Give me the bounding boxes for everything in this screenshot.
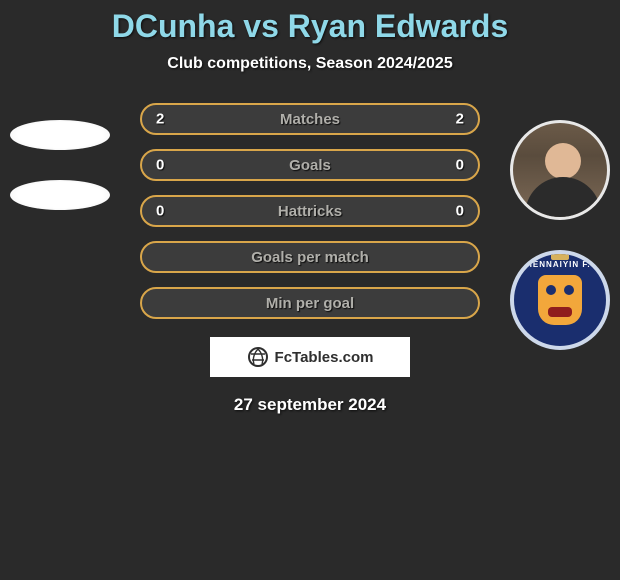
comparison-card: DCunha vs Ryan Edwards Club competitions… [0, 0, 620, 580]
snapshot-date: 27 september 2024 [0, 395, 620, 415]
stat-right-value: 2 [456, 111, 464, 128]
stat-pill: 0 Goals 0 [140, 149, 480, 181]
stat-left-value: 2 [156, 111, 164, 128]
left-photo-placeholder [10, 120, 110, 150]
right-club-name: CHENNAIYIN F.C. [514, 260, 606, 269]
source-logo: FcTables.com [210, 337, 410, 377]
stat-label: Goals per match [251, 249, 369, 266]
stat-row: 0 Hattricks 0 [140, 195, 480, 227]
stat-right-value: 0 [456, 203, 464, 220]
stat-pill: 0 Hattricks 0 [140, 195, 480, 227]
stat-label: Goals [289, 157, 331, 174]
right-player-badges: CHENNAIYIN F.C. [510, 120, 610, 350]
right-player-photo [510, 120, 610, 220]
right-club-crest: CHENNAIYIN F.C. [510, 250, 610, 350]
stat-left-value: 0 [156, 203, 164, 220]
left-player-badges [10, 120, 110, 210]
crest-trophy-icon [551, 250, 569, 260]
fctables-icon [247, 346, 269, 368]
page-title: DCunha vs Ryan Edwards [0, 8, 620, 45]
stat-pill: 2 Matches 2 [140, 103, 480, 135]
stat-row: Min per goal [140, 287, 480, 319]
stat-row: 0 Goals 0 [140, 149, 480, 181]
stat-right-value: 0 [456, 157, 464, 174]
stat-label: Matches [280, 111, 340, 128]
left-club-placeholder [10, 180, 110, 210]
source-logo-text: FcTables.com [275, 349, 374, 366]
crest-face-icon [538, 275, 582, 325]
season-subtitle: Club competitions, Season 2024/2025 [0, 55, 620, 73]
stat-left-value: 0 [156, 157, 164, 174]
stat-label: Hattricks [278, 203, 342, 220]
stat-label: Min per goal [266, 295, 354, 312]
stat-row: Goals per match [140, 241, 480, 273]
stat-pill: Min per goal [140, 287, 480, 319]
stat-row: 2 Matches 2 [140, 103, 480, 135]
stat-pill: Goals per match [140, 241, 480, 273]
